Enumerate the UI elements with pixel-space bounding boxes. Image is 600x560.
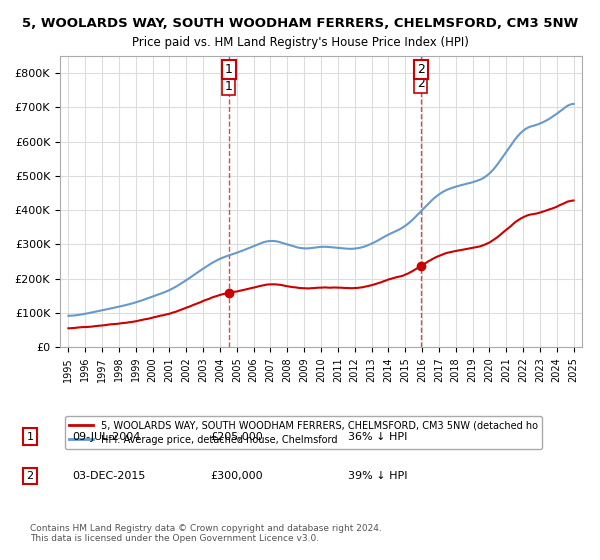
Text: 1: 1 xyxy=(225,63,233,76)
Text: 39% ↓ HPI: 39% ↓ HPI xyxy=(348,471,407,481)
Legend: 5, WOOLARDS WAY, SOUTH WOODHAM FERRERS, CHELMSFORD, CM3 5NW (detached ho, HPI: A: 5, WOOLARDS WAY, SOUTH WOODHAM FERRERS, … xyxy=(65,416,542,449)
Text: 2: 2 xyxy=(417,63,425,76)
Text: 1: 1 xyxy=(225,80,233,93)
Text: 2: 2 xyxy=(417,77,425,90)
Text: £300,000: £300,000 xyxy=(210,471,263,481)
Text: Contains HM Land Registry data © Crown copyright and database right 2024.
This d: Contains HM Land Registry data © Crown c… xyxy=(30,524,382,543)
Text: 03-DEC-2015: 03-DEC-2015 xyxy=(72,471,145,481)
Text: 36% ↓ HPI: 36% ↓ HPI xyxy=(348,432,407,442)
Text: Price paid vs. HM Land Registry's House Price Index (HPI): Price paid vs. HM Land Registry's House … xyxy=(131,36,469,49)
Text: 5, WOOLARDS WAY, SOUTH WOODHAM FERRERS, CHELMSFORD, CM3 5NW: 5, WOOLARDS WAY, SOUTH WOODHAM FERRERS, … xyxy=(22,17,578,30)
Text: 09-JUL-2004: 09-JUL-2004 xyxy=(72,432,140,442)
Text: 1: 1 xyxy=(26,432,34,442)
Text: 2: 2 xyxy=(26,471,34,481)
Text: £205,000: £205,000 xyxy=(210,432,263,442)
